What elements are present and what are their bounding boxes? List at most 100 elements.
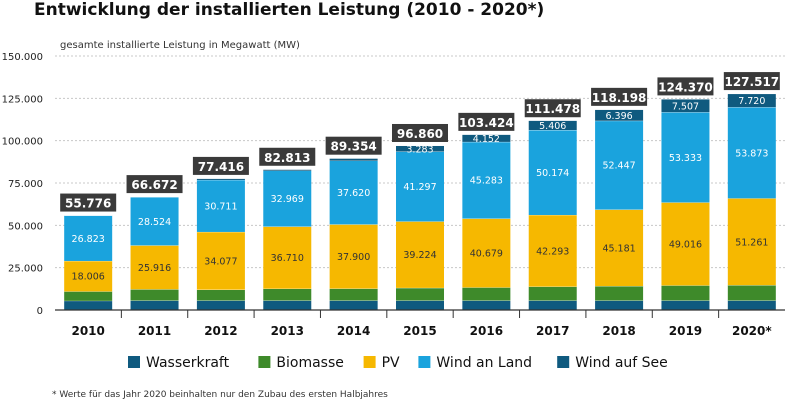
bar-wind-auf-see [462, 134, 511, 142]
bar-pv [727, 198, 776, 286]
y-tick-label: 100.000 [2, 137, 43, 148]
data-label: 37.900 [337, 252, 370, 263]
bar-wasserkraft [661, 300, 710, 310]
bar-biomasse [329, 288, 378, 301]
data-label: 28.524 [138, 217, 171, 228]
data-label: 39.224 [403, 250, 436, 261]
bar-wasserkraft [462, 300, 511, 310]
bar-wind-auf-see [727, 94, 776, 108]
data-label: 37.620 [337, 188, 370, 199]
x-tick-label: 2015 [403, 324, 436, 338]
data-label: 49.016 [669, 239, 702, 250]
bar-wasserkraft [396, 300, 444, 310]
bar-wind-an-land [528, 130, 577, 215]
bar-wind-auf-see [196, 178, 245, 180]
x-tick-label: 2020* [732, 324, 772, 338]
bar-wasserkraft [263, 300, 312, 310]
bar-pv [130, 245, 179, 290]
legend-label: PV [382, 355, 400, 371]
data-label: 7.720 [738, 96, 765, 107]
bar-wind-an-land [263, 170, 312, 227]
legend-swatch [258, 356, 271, 368]
data-label: 45.181 [602, 243, 635, 254]
data-label: 41.297 [403, 182, 436, 193]
bar-biomasse [661, 285, 710, 301]
bar-pv [329, 224, 378, 289]
bar-pv [64, 260, 113, 292]
data-label: 32.969 [271, 194, 304, 205]
legend-label: Wind auf See [575, 355, 668, 371]
bar-wasserkraft [329, 300, 378, 310]
bar-wind-an-land [595, 120, 644, 210]
bar-pv [528, 214, 577, 287]
x-tick-label: 2019 [669, 324, 702, 338]
bar-biomasse [462, 287, 511, 301]
bar-pv [396, 221, 444, 288]
y-tick-label: 0 [37, 306, 43, 317]
bar-pv [595, 209, 644, 287]
legend-label: Biomasse [276, 355, 343, 371]
x-tick-label: 2012 [204, 324, 237, 338]
x-tick-label: 2016 [470, 324, 503, 338]
bar-wind-an-land [130, 197, 179, 246]
bar-biomasse [196, 289, 245, 301]
bar-wind-an-land [462, 141, 511, 219]
total-label-box [325, 136, 382, 155]
bar-wind-an-land [396, 151, 444, 222]
x-tick-label: 2013 [271, 324, 304, 338]
total-label: 82.813 [264, 151, 310, 165]
total-label: 118.198 [592, 91, 647, 105]
total-label-box [458, 112, 515, 131]
bar-wind-auf-see [396, 145, 444, 152]
data-label: 25.916 [138, 263, 171, 274]
data-label: 3.283 [406, 144, 433, 155]
bar-wind-auf-see [595, 109, 644, 121]
bar-wind-auf-see [661, 99, 710, 113]
data-label: 53.333 [669, 153, 702, 164]
bar-wind-auf-see [263, 169, 312, 171]
bar-wasserkraft [130, 300, 179, 310]
bar-wind-auf-see [329, 158, 378, 161]
legend-swatch [363, 356, 376, 368]
total-label-box [192, 156, 249, 175]
bar-wind-an-land [661, 112, 710, 203]
data-label: 42.293 [536, 246, 569, 257]
legend-label: Wasserkraft [146, 355, 230, 371]
bar-wind-auf-see [528, 120, 577, 131]
bar-biomasse [64, 291, 113, 301]
bar-wind-an-land [727, 107, 776, 199]
bar-biomasse [528, 286, 577, 301]
footnote: * Werte für das Jahr 2020 beinhalten nur… [52, 390, 388, 400]
total-label: 96.860 [397, 127, 443, 141]
legend-swatch [557, 356, 570, 368]
total-label: 111.478 [525, 102, 580, 116]
total-label: 127.517 [724, 75, 779, 89]
total-label-box [392, 123, 448, 142]
y-axis-label: gesamte installierte Leistung in Megawat… [60, 40, 300, 51]
x-tick-label: 2018 [602, 324, 635, 338]
bar-pv [462, 218, 511, 288]
bar-biomasse [595, 286, 644, 301]
bar-biomasse [727, 285, 776, 301]
data-label: 6.396 [605, 111, 632, 122]
y-tick-label: 75.000 [8, 179, 43, 190]
data-label: 5.406 [539, 121, 566, 132]
bar-biomasse [396, 287, 444, 301]
total-label-box [60, 193, 117, 212]
data-label: 34.077 [204, 256, 237, 267]
data-label: 53.873 [735, 148, 768, 159]
y-tick-label: 25.000 [8, 264, 43, 275]
bar-wasserkraft [595, 300, 644, 310]
data-label: 36.710 [271, 253, 304, 264]
bar-wind-an-land [196, 179, 245, 232]
bar-biomasse [263, 288, 312, 301]
bar-wasserkraft [64, 300, 113, 310]
bar-wind-an-land [329, 160, 378, 225]
total-label-box [259, 147, 316, 166]
data-label: 4.152 [473, 134, 500, 145]
y-tick-label: 50.000 [8, 221, 43, 232]
total-label: 66.672 [131, 178, 177, 192]
bar-wind-an-land [64, 215, 113, 261]
bar-pv [196, 231, 245, 290]
